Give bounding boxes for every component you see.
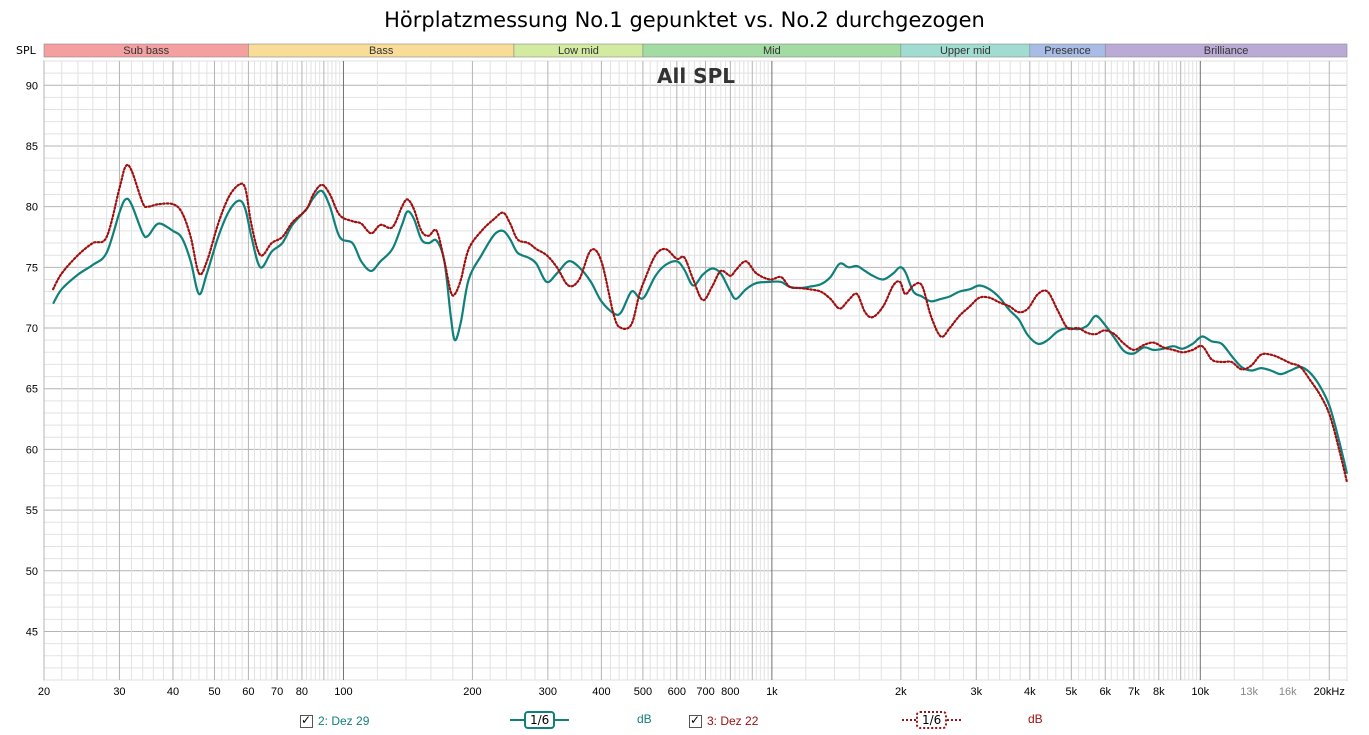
x-tick-label: 10k [1191, 686, 1209, 698]
series-line-2-dez-29[interactable] [52, 189, 1349, 474]
band-label-sub-bass: Sub bass [123, 45, 169, 57]
chart-title: Hörplatzmessung No.1 gepunktet vs. No.2 … [384, 8, 985, 32]
x-tick-label: 700 [696, 686, 714, 698]
y-tick-label: 70 [26, 323, 38, 335]
y-tick-label: 65 [26, 384, 38, 396]
y-tick-label: 80 [26, 202, 38, 214]
x-tick-label: 30 [113, 686, 125, 698]
band-label-brilliance: Brilliance [1204, 45, 1249, 57]
x-tick-label: 2k [895, 686, 907, 698]
legend-item-dez29[interactable]: 2: Dez 29 [300, 712, 369, 730]
band-label-mid: Mid [763, 45, 781, 57]
smoothing-label-dez22: 1/6 [916, 711, 948, 729]
x-tick-label: 80 [296, 686, 308, 698]
band-brilliance [1104, 43, 1348, 58]
x-tick-label: 800 [721, 686, 739, 698]
x-tick-label: 8k [1153, 686, 1165, 698]
unit-label-dez29: dB [637, 712, 652, 726]
unit-label-dez22: dB [1028, 712, 1043, 726]
x-tick-label: 20 [38, 686, 50, 698]
x-tick-label: 60 [242, 686, 254, 698]
legend-line-dotted [902, 719, 916, 721]
x-tick-label: 600 [668, 686, 686, 698]
legend-label-dez22: 3: Dez 22 [707, 714, 759, 728]
x-tick-label: 40 [167, 686, 179, 698]
band-label-upper-mid: Upper mid [940, 45, 991, 57]
y-tick-label: 85 [26, 141, 38, 153]
smoothing-label-dez29: 1/6 [524, 711, 556, 729]
band-label-low-mid: Low mid [558, 45, 599, 57]
band-label-bass: Bass [369, 45, 394, 57]
legend-line-solid [510, 719, 524, 721]
legend-checkbox-dez29[interactable] [300, 713, 313, 728]
series-line-3-dez-22[interactable] [52, 163, 1349, 484]
legend-checkbox-dez22[interactable] [689, 713, 702, 728]
y-tick-label: 90 [26, 80, 38, 92]
y-tick-label: 50 [26, 566, 38, 578]
band-label-presence: Presence [1044, 45, 1090, 57]
x-tick-label: 1k [766, 686, 778, 698]
y-tick-label: 55 [26, 505, 38, 517]
plot-area [43, 60, 1348, 681]
smoothing-indicator-dez22[interactable]: 1/6 [902, 710, 962, 730]
legend-label-dez29: 2: Dez 29 [318, 714, 370, 728]
x-tick-label: 200 [463, 686, 481, 698]
inner-title: All SPL [657, 64, 735, 88]
x-tick-label: 5k [1066, 686, 1078, 698]
x-tick-label: 20kHz [1314, 686, 1345, 698]
x-tick-label: 7k [1128, 686, 1140, 698]
y-tick-label: 60 [26, 444, 38, 456]
x-tick-label: 500 [634, 686, 652, 698]
x-tick-label: 70 [271, 686, 283, 698]
x-tick-label: 400 [592, 686, 610, 698]
y-tick-label: 75 [26, 262, 38, 274]
x-tick-label: 4k [1024, 686, 1036, 698]
y-axis-label: SPL [16, 44, 37, 57]
x-tick-label: 13k [1240, 686, 1258, 698]
x-tick-label: 6k [1099, 686, 1111, 698]
legend-line-solid [555, 719, 570, 721]
x-tick-label: 300 [539, 686, 557, 698]
legend-item-dez22[interactable]: 3: Dez 22 [689, 712, 758, 730]
x-tick-label: 16k [1279, 686, 1297, 698]
legend-line-dotted [947, 719, 962, 721]
x-tick-label: 100 [334, 686, 352, 698]
y-tick-label: 45 [26, 626, 38, 638]
smoothing-indicator-dez29[interactable]: 1/6 [510, 710, 570, 730]
x-tick-label: 50 [208, 686, 220, 698]
x-tick-label: 3k [970, 686, 982, 698]
